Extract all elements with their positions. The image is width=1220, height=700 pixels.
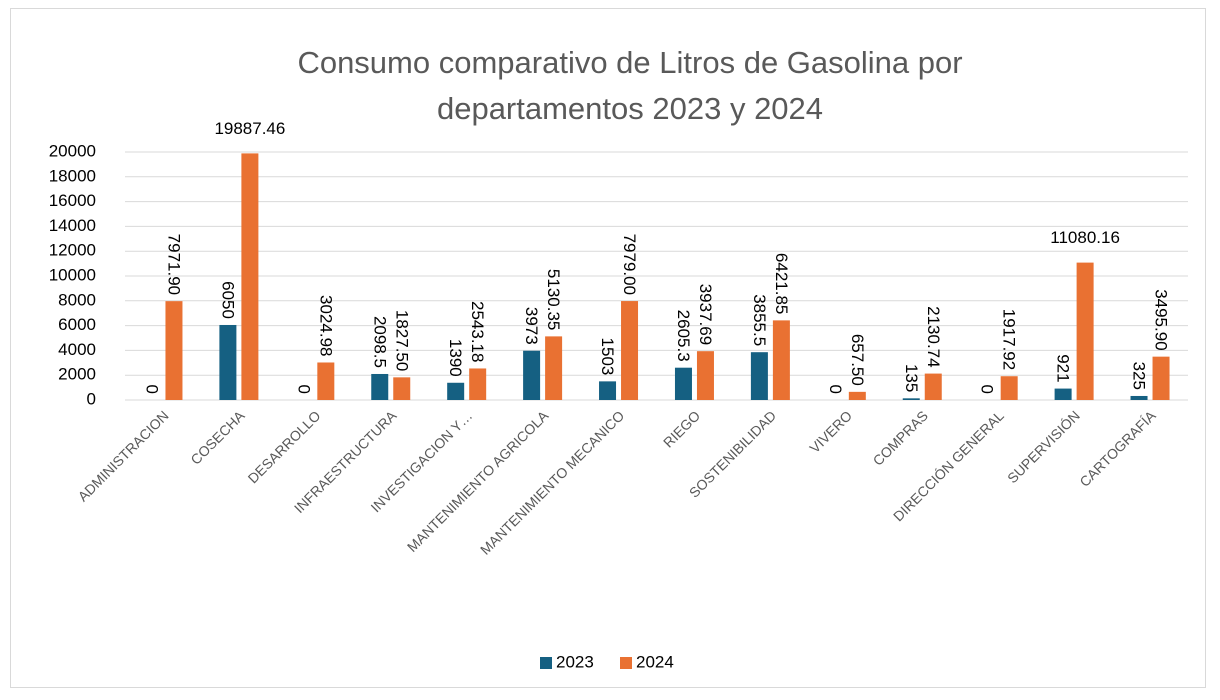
data-label: 0 [142,385,161,394]
y-tick-label: 14000 [49,216,96,235]
bar [371,373,389,400]
y-tick-label: 0 [87,389,96,408]
bar [674,367,692,400]
bar [848,391,866,400]
x-tick-label: MANTENIMIENTO AGRICOLA [404,407,552,555]
y-tick-label: 2000 [58,365,96,384]
bar [523,350,541,400]
data-label: 1503 [598,338,617,376]
data-label: 3495.90 [1152,289,1171,350]
data-label: 11080.16 [1050,228,1120,247]
legend-swatch [540,657,552,669]
data-label: 1827.50 [392,310,411,371]
bar [772,320,790,400]
data-label: 2098.5 [370,316,389,368]
bar [1152,356,1170,400]
bar [165,301,183,400]
y-tick-label: 10000 [49,265,96,284]
bar [447,382,465,400]
bar [393,377,411,400]
data-label: 3973 [522,307,541,345]
x-tick-label: RIEGO [660,407,703,450]
y-tick-label: 20000 [49,141,96,160]
data-label: 325 [1130,362,1149,390]
data-label: 7979.00 [620,234,639,295]
legend-swatch [620,657,632,669]
bar [599,381,617,400]
data-label: 7971.90 [164,234,183,295]
bar [219,324,237,400]
bar [1000,376,1018,400]
bar [1130,395,1148,400]
x-tick-label: COMPRAS [870,407,931,468]
data-label: 2543.18 [468,301,487,362]
x-tick-label: ADMINISTRACION [75,407,172,504]
y-tick-label: 6000 [58,315,96,334]
y-tick-label: 16000 [49,191,96,210]
data-label: 6421.85 [772,253,791,314]
y-tick-label: 18000 [49,166,96,185]
x-tick-label: COSECHA [187,407,248,468]
data-label: 3855.5 [750,294,769,346]
legend-label: 2023 [556,652,594,671]
data-label: 0 [978,385,997,394]
data-label: 2130.74 [924,306,943,367]
data-label: 19887.46 [214,119,285,138]
y-tick-label: 12000 [49,241,96,260]
data-label: 6050 [218,281,237,319]
data-label: 657.50 [848,334,867,386]
data-label: 1917.92 [1000,309,1019,370]
y-tick-label: 4000 [58,340,96,359]
bar [924,373,942,400]
data-label: 0 [294,385,313,394]
x-tick-label: VIVERO [806,407,855,456]
bar [1054,388,1072,400]
y-tick-label: 8000 [58,290,96,309]
data-label: 3937.69 [696,284,715,345]
chart-frame [10,8,1206,688]
x-tick-label: CARTOGRAFÍA [1076,407,1159,490]
bar [696,351,714,400]
bar [317,362,335,400]
bar [902,398,920,400]
bar [1076,262,1094,400]
data-label: 135 [902,364,921,392]
data-label: 3024.98 [316,295,335,356]
data-label: 921 [1054,354,1073,382]
data-label: 2605.3 [674,310,693,362]
data-label: 0 [826,385,845,394]
data-label: 1390 [446,339,465,377]
bar [545,336,563,400]
x-tick-label: DESARROLLO [245,407,324,486]
bar [621,301,639,400]
bar [750,352,768,400]
x-tick-label: MANTENIMIENTO MECANICO [477,407,627,557]
x-tick-label: SUPERVISIÓN [1004,407,1083,486]
chart-title: Consumo comparativo de Litros de Gasolin… [297,45,963,126]
bar [241,153,259,400]
bar [469,368,487,400]
legend-label: 2024 [636,652,674,671]
data-label: 5130.35 [544,269,563,330]
